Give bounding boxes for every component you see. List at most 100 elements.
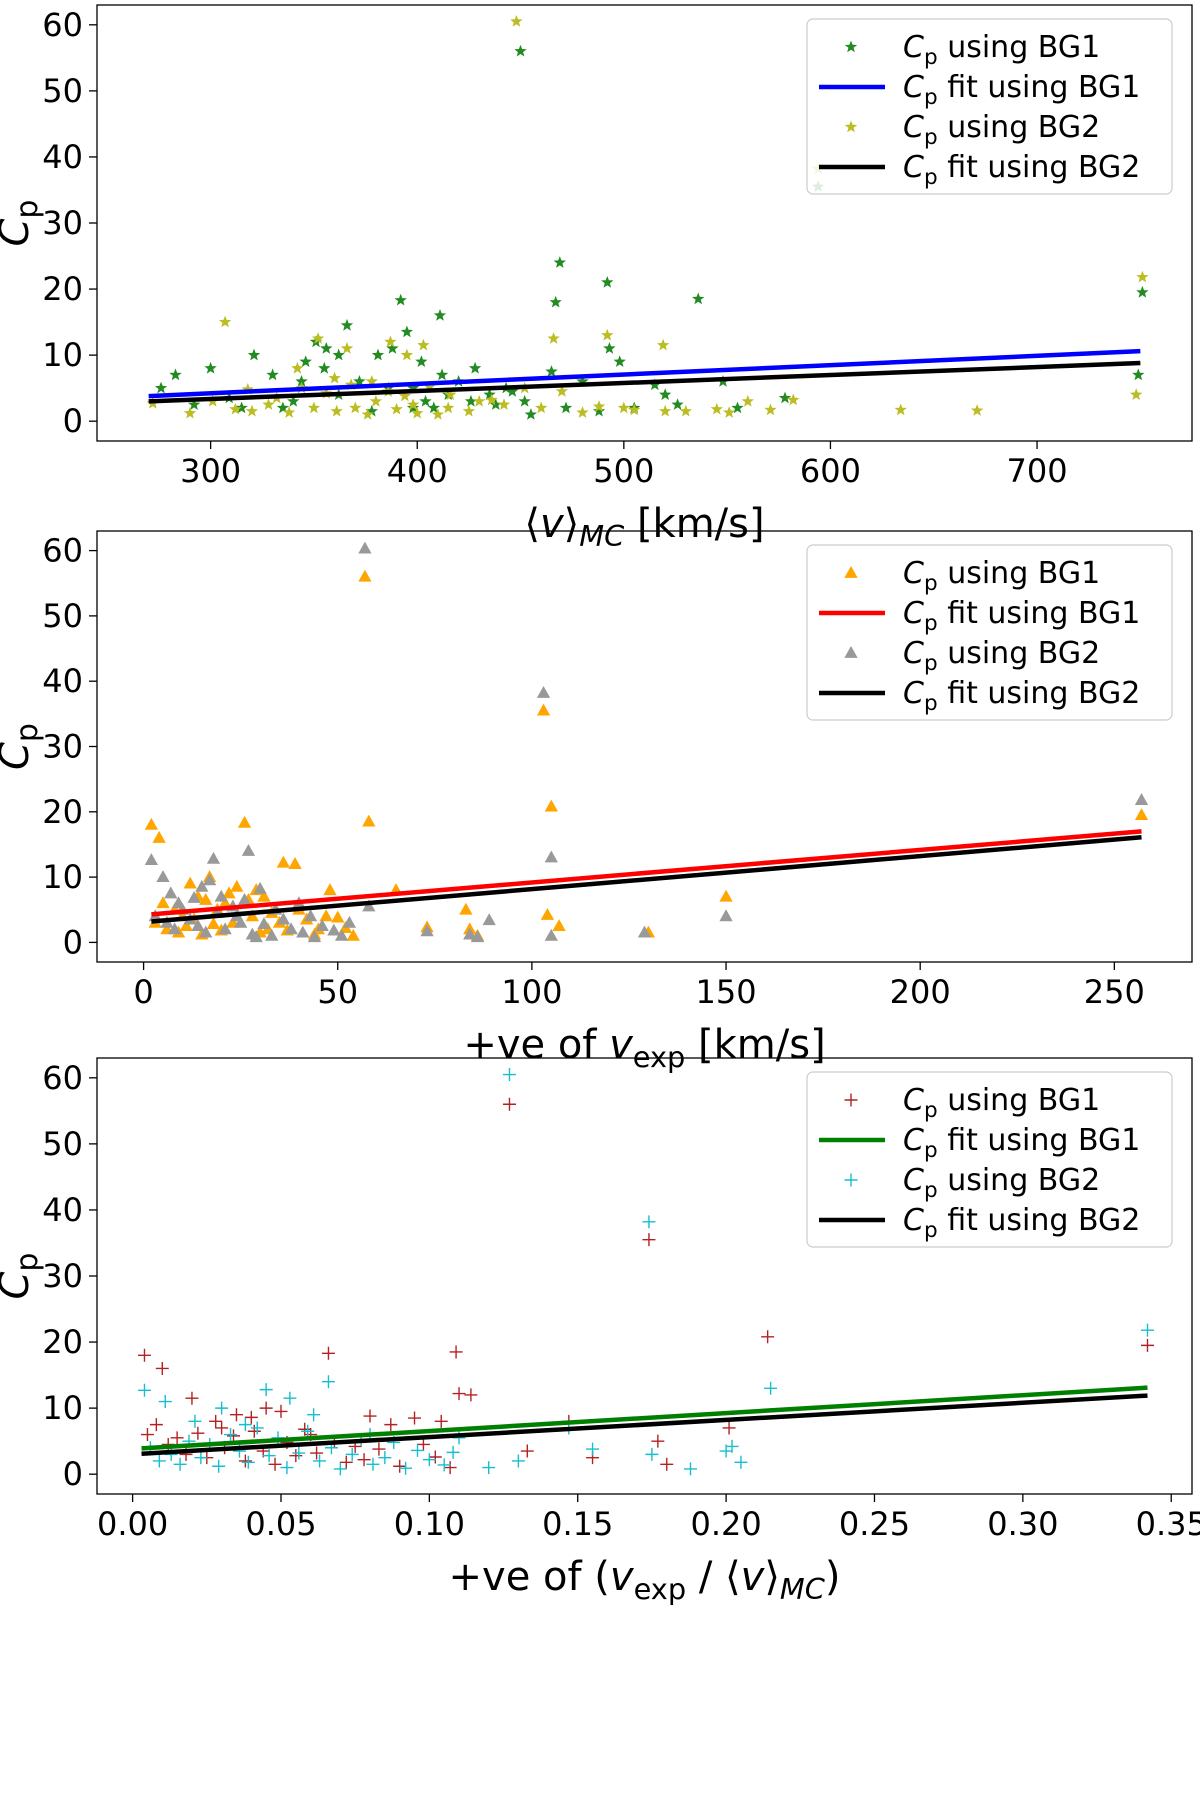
legend-entry-label: Cp fit using BG1 [903, 1123, 1140, 1163]
data-point [390, 402, 403, 415]
y-tick-label: 60 [42, 1059, 83, 1097]
data-point [362, 899, 376, 912]
data-point [444, 388, 457, 400]
data-point [191, 919, 205, 931]
data-point [218, 922, 232, 935]
fit-line-2 [141, 1385, 1148, 1451]
data-point [637, 925, 652, 938]
legend-entry-label: Cp fit using BG1 [903, 596, 1140, 636]
data-point [679, 404, 692, 417]
data-point [651, 1434, 665, 1448]
data-point [416, 1437, 430, 1451]
series-3-points [144, 541, 1149, 943]
data-point [628, 403, 641, 416]
data-point [194, 1451, 208, 1465]
legend-entry-label: Cp fit using BG2 [903, 1203, 1140, 1243]
x-axis-label: ⟨v⟩MC [km/s] [524, 501, 764, 553]
data-point [340, 342, 354, 354]
data-point [464, 1388, 478, 1402]
data-point [660, 1457, 674, 1471]
data-point [1134, 793, 1149, 805]
data-point [315, 919, 329, 931]
data-point [482, 913, 496, 926]
data-point [468, 361, 482, 374]
data-point [459, 902, 473, 915]
data-point [518, 394, 531, 407]
data-point [313, 1454, 327, 1468]
data-point [179, 919, 193, 931]
data-point [411, 406, 424, 419]
x-tick-label: 200 [890, 973, 951, 1011]
plot-area [137, 1068, 1154, 1476]
data-point [415, 355, 428, 367]
data-point [156, 870, 170, 883]
data-point [323, 883, 337, 896]
data-point [247, 348, 261, 361]
x-tick-label: 50 [317, 973, 358, 1011]
data-point [185, 1391, 199, 1405]
data-point [435, 368, 449, 381]
data-point [362, 814, 376, 827]
y-axis-label: Cp [0, 200, 45, 247]
data-point [144, 817, 159, 830]
data-point [237, 815, 252, 828]
y-tick-label: 0 [63, 923, 83, 961]
data-point [400, 348, 414, 361]
data-point [366, 1457, 380, 1471]
data-point [241, 843, 256, 856]
data-point [265, 928, 279, 941]
data-point [212, 1459, 226, 1473]
data-point [723, 406, 736, 418]
data-point [332, 348, 345, 361]
data-point [301, 1424, 315, 1438]
data-point [187, 891, 201, 903]
data-point [419, 394, 432, 407]
data-point [1136, 285, 1149, 298]
legend-marker-swatch [844, 566, 858, 578]
data-point [659, 388, 672, 400]
data-point [576, 406, 589, 418]
data-point [268, 1457, 282, 1471]
data-point [443, 1461, 457, 1475]
data-point [692, 292, 705, 305]
data-point [183, 876, 197, 889]
data-point [764, 1381, 778, 1395]
data-point [576, 375, 589, 387]
data-point [215, 1401, 229, 1415]
data-point [298, 1422, 312, 1436]
data-point [544, 928, 558, 941]
data-point [333, 1462, 347, 1476]
data-point [553, 256, 566, 268]
y-tick-label: 50 [42, 1125, 83, 1163]
y-tick-label: 60 [42, 6, 83, 44]
legend-entry-label: Cp using BG2 [903, 1163, 1100, 1203]
x-axis-label: +ve of (vexp / ⟨v⟩MC) [449, 1554, 841, 1606]
data-point [369, 394, 383, 407]
data-point [485, 393, 498, 406]
data-point [544, 799, 558, 812]
data-point [734, 1455, 748, 1469]
y-tick-label: 0 [63, 1455, 83, 1493]
data-point [406, 381, 420, 394]
data-point [303, 909, 318, 922]
x-tick-label: 0.00 [97, 1505, 168, 1543]
data-point [331, 910, 345, 923]
data-point [345, 1447, 359, 1461]
data-point [434, 1414, 448, 1428]
data-point [1136, 270, 1149, 283]
legend-entry-label: Cp using BG2 [903, 110, 1100, 150]
data-point [489, 398, 502, 410]
data-point [321, 1346, 335, 1360]
data-point [204, 361, 217, 374]
data-point [363, 1409, 377, 1423]
data-point [342, 915, 357, 928]
data-point [659, 404, 672, 417]
data-point [617, 401, 630, 414]
data-point [209, 1414, 223, 1428]
y-tick-label: 50 [42, 72, 83, 110]
data-point [535, 401, 548, 414]
data-point [170, 1431, 184, 1445]
data-point [283, 1391, 297, 1405]
data-point [449, 1345, 463, 1359]
